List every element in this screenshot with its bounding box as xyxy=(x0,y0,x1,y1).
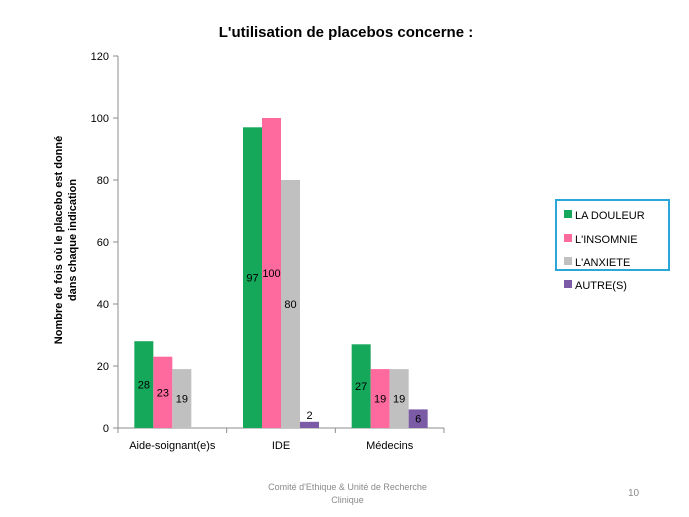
x-tick-label: Aide-soignant(e)s xyxy=(129,440,216,452)
page-number: 10 xyxy=(628,488,640,499)
x-tick-label: Médecins xyxy=(366,440,414,452)
legend-swatch xyxy=(564,210,572,218)
data-label: 2 xyxy=(306,410,312,422)
y-tick-label: 80 xyxy=(97,175,109,187)
bar-l-insomnie-2 xyxy=(370,369,390,428)
footer: Comité d'Ethique & Unité de Recherche Cl… xyxy=(240,481,455,507)
data-label: 6 xyxy=(415,414,421,426)
legend-swatch xyxy=(564,257,572,265)
bar-la-douleur-2 xyxy=(351,344,371,428)
chart-title: L'utilisation de placebos concerne : xyxy=(219,24,473,41)
bar-l-anxiete-1 xyxy=(281,180,300,428)
bar-autre-s--2 xyxy=(408,409,428,428)
x-tick-label: IDE xyxy=(272,440,290,452)
y-axis-label: Nombre de fois où le placebo est donné d… xyxy=(53,136,79,344)
data-label: 19 xyxy=(393,394,405,406)
bar-l-anxiete-2 xyxy=(389,369,409,428)
legend-swatch xyxy=(564,280,572,288)
data-label: 23 xyxy=(157,387,169,399)
bar-l-anxiete-0 xyxy=(172,369,192,428)
data-label: 27 xyxy=(355,381,367,393)
legend-label: LA DOULEUR xyxy=(575,210,645,222)
y-tick-label: 60 xyxy=(97,237,109,249)
footer-line-2: Clinique xyxy=(331,495,364,505)
bar-autre-s--1 xyxy=(300,421,319,428)
data-label: 19 xyxy=(374,394,386,406)
bar-l-insomnie-0 xyxy=(153,356,173,428)
y-tick-label: 20 xyxy=(97,361,109,373)
plot-area: 0 20 40 60 80 100 120 Aide-soignant(e)s 28 23 19 ID… xyxy=(91,51,445,452)
y-axis-label-line-1: Nombre de fois où le placebo est donné xyxy=(53,136,65,344)
legend-label: L'INSOMNIE xyxy=(575,234,638,246)
data-label: 100 xyxy=(262,268,280,280)
bar-la-douleur-1 xyxy=(243,127,262,429)
data-label: 80 xyxy=(284,299,296,311)
y-tick-label: 0 xyxy=(103,423,109,435)
footer-line-1: Comité d'Ethique & Unité de Recherche xyxy=(268,482,427,492)
y-axis-label-line-2: dans chaque indication xyxy=(67,179,79,302)
bar-l-insomnie-1 xyxy=(262,118,281,428)
legend-frame xyxy=(555,199,670,271)
data-label: 19 xyxy=(176,394,188,406)
y-tick-label: 100 xyxy=(91,113,109,125)
legend-swatch xyxy=(564,234,572,242)
legend-label: AUTRE(S) xyxy=(575,280,627,292)
legend: LA DOULEUR L'INSOMNIE L'ANXIETE AUTRE(S) xyxy=(555,199,670,292)
legend-label: L'ANXIETE xyxy=(575,257,630,269)
data-label: 28 xyxy=(138,380,150,392)
y-tick-label: 120 xyxy=(91,51,109,63)
y-tick-label: 40 xyxy=(97,299,109,311)
bar-la-douleur-0 xyxy=(134,341,154,428)
data-label: 97 xyxy=(246,273,258,285)
